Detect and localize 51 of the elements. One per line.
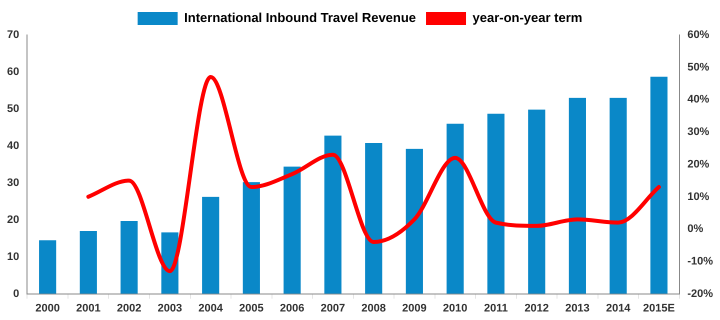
y-tick-label: 20 [6, 214, 20, 226]
x-tick-label: 2011 [484, 302, 508, 314]
bar [610, 98, 627, 294]
line-series [86, 75, 661, 274]
bar [39, 240, 56, 294]
x-tick-label: 2001 [76, 302, 101, 314]
bar [80, 230, 97, 294]
bar [650, 76, 668, 294]
x-tick-label: 2003 [158, 302, 182, 314]
x-tick-label: 2014 [606, 302, 632, 314]
legend-label: year-on-year term [472, 10, 582, 26]
bar [568, 98, 586, 294]
x-tick-label: 2010 [442, 302, 468, 314]
x-tick-label: 2006 [280, 302, 304, 314]
y2-tick-label: -10% [687, 255, 714, 268]
bar [202, 196, 220, 294]
y-tick-label: 10 [6, 250, 20, 263]
bar [406, 148, 423, 294]
x-tick-label: 2002 [116, 302, 142, 314]
bar [324, 136, 342, 294]
y-tick-label: 50 [6, 102, 20, 115]
bar [528, 110, 546, 294]
y2-tick-label: 50% [687, 61, 710, 74]
y-tick-label: 30 [6, 176, 20, 189]
x-tick-label: 2000 [35, 302, 60, 314]
y-tick-label: 60 [6, 66, 20, 78]
bar [365, 142, 382, 294]
y2-tick-label: 0% [687, 223, 704, 236]
y2-tick-label: -20% [687, 288, 714, 300]
bar [446, 124, 464, 294]
x-tick-label: 2012 [524, 302, 549, 314]
bar [487, 114, 504, 294]
x-tick-label: 2015E [643, 302, 675, 314]
x-tick-label: 2004 [198, 302, 224, 314]
y-tick-label: 70 [6, 29, 20, 42]
x-tick-label: 2009 [402, 302, 427, 314]
bar [242, 182, 260, 294]
y-tick-label: 0 [13, 288, 20, 300]
y-tick-label: 40 [6, 140, 20, 152]
bar [284, 166, 301, 294]
x-tick-label: 2013 [565, 302, 590, 314]
x-tick-label: 2005 [239, 302, 264, 314]
y2-tick-label: 10% [687, 190, 710, 203]
bar [120, 220, 138, 294]
legend-label: International Inbound Travel Revenue [184, 10, 416, 26]
y2-tick-label: 60% [687, 29, 710, 42]
y2-tick-label: 40% [687, 94, 710, 106]
x-tick-label: 2007 [320, 302, 346, 314]
y2-tick-label: 20% [687, 158, 710, 170]
x-tick-label: 2008 [361, 302, 386, 314]
y2-tick-label: 30% [687, 126, 710, 138]
